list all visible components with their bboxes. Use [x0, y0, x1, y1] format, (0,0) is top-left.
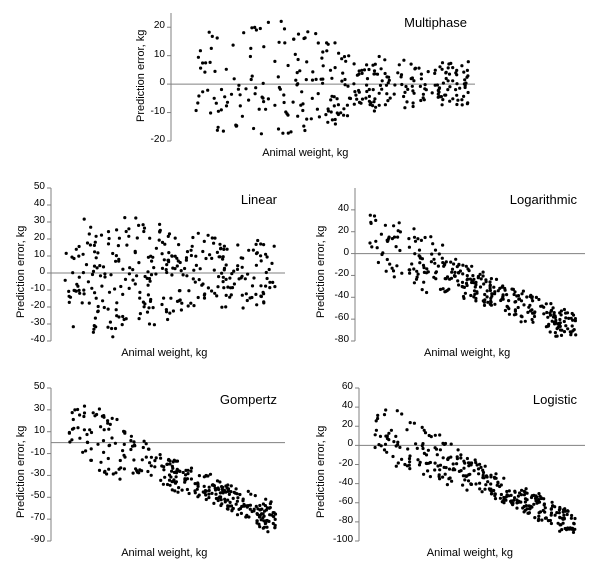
ytick-label: -20 [305, 268, 349, 279]
ytick-label: -40 [305, 477, 353, 488]
ytick-label: -90 [5, 534, 45, 545]
xlabel-logistic: Animal weight, kg [427, 547, 513, 559]
ytick-label: -30 [5, 317, 45, 328]
ytick-label: -40 [305, 290, 349, 301]
ytick-label: -20 [305, 458, 353, 469]
ylabel-logistic: Prediction error, kg [315, 426, 327, 518]
ytick-label: -20 [125, 134, 165, 145]
ytick-label: -60 [305, 312, 349, 323]
ytick-label: 30 [5, 403, 45, 414]
ytick-label: 40 [5, 198, 45, 209]
xlabel-multiphase: Animal weight, kg [262, 147, 348, 159]
ylabel-linear: Prediction error, kg [15, 226, 27, 318]
scatter-gompertz [5, 380, 295, 575]
panel-title-logistic: Logistic [533, 392, 577, 407]
ytick-label: 40 [305, 400, 353, 411]
panel-title-linear: Linear [241, 192, 277, 207]
scatter-linear [5, 180, 295, 375]
panel-title-logarithmic: Logarithmic [510, 192, 577, 207]
panel-multiphase: -20-1001020MultiphasePrediction error, k… [125, 5, 485, 175]
panel-gompertz: -90-70-50-30-10103050GompertzPrediction … [5, 380, 295, 575]
panel-logarithmic: -80 -60 -40 -20 0 20 40 Logarithmic Prediction e… [305, 180, 595, 375]
panel-title-multiphase: Multiphase [404, 15, 467, 30]
xlabel-linear: Animal weight, kg [121, 347, 207, 359]
ytick-label: -40 [5, 334, 45, 345]
ytick-label: 0 [305, 247, 349, 258]
panel-title-gompertz: Gompertz [220, 392, 277, 407]
ylabel-gompertz: Prediction error, kg [15, 426, 27, 518]
ytick-label: 0 [305, 438, 353, 449]
ytick-label: -100 [305, 534, 353, 545]
ytick-label: 60 [305, 381, 353, 392]
ytick-label: 50 [5, 181, 45, 192]
ytick-label: 50 [5, 381, 45, 392]
ytick-label: 30 [5, 215, 45, 226]
xlabel-logarithmic: Animal weight, kg [424, 347, 510, 359]
ytick-label: -60 [305, 496, 353, 507]
panel-logistic: -100 -80 -60 -40 -20 0 20 40 60 Logistic Predictio… [305, 380, 595, 575]
ylabel-logarithmic: Prediction error, kg [315, 226, 327, 318]
ytick-label: -80 [305, 515, 353, 526]
ytick-label: 40 [305, 203, 349, 214]
ytick-label: 20 [305, 225, 349, 236]
ytick-label: 20 [305, 419, 353, 430]
xlabel-gompertz: Animal weight, kg [121, 547, 207, 559]
ylabel-multiphase: Prediction error, kg [135, 29, 147, 121]
ytick-label: -80 [305, 334, 349, 345]
panel-linear: -40-30-20-1001020304050LinearPrediction … [5, 180, 295, 375]
